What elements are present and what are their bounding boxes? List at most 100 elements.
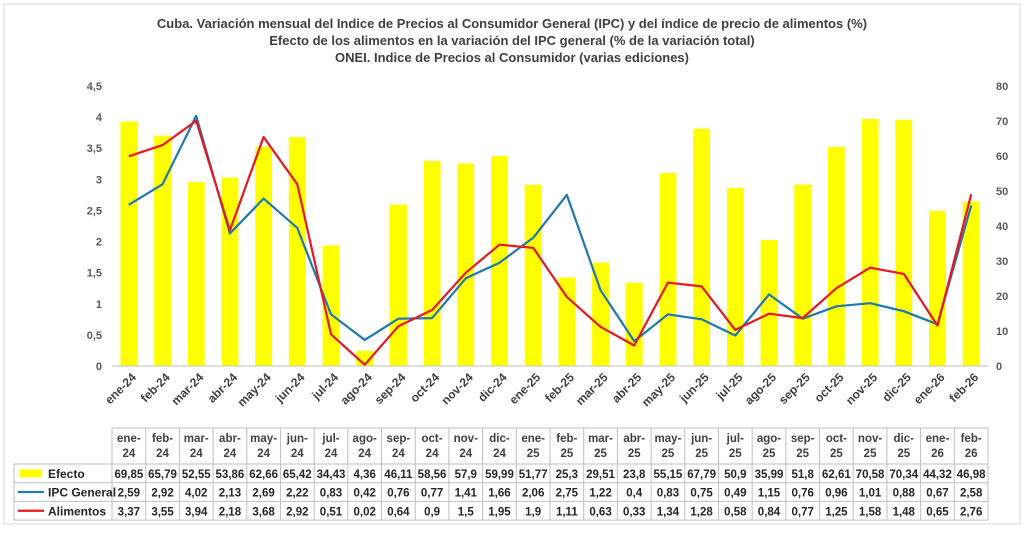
table-cell: 44,32 [923, 469, 952, 481]
bar-efecto [962, 201, 980, 366]
table-header-cell: 25 [594, 448, 607, 460]
line-alimentos [128, 119, 973, 366]
table-header-cell: 24 [493, 448, 506, 460]
table-cell: 0,9 [424, 506, 440, 518]
table-cell: 0,42 [353, 488, 375, 500]
table-header-cell: ago- [353, 433, 377, 445]
table-header-cell: 24 [190, 448, 203, 460]
table-cell: 65,42 [283, 469, 312, 481]
bar-series-efecto [120, 118, 980, 367]
table-cell: 1,01 [859, 488, 882, 500]
table-cell: 0,65 [926, 506, 949, 518]
table-cell: 23,8 [623, 469, 646, 481]
table-cell: 67,79 [687, 469, 716, 481]
table-cell: 58,56 [418, 469, 447, 481]
table-cell: 1,28 [690, 506, 713, 518]
table-header-cell: oct- [422, 433, 443, 445]
table-cell: 70,58 [856, 469, 885, 481]
table-cell: 2,06 [522, 488, 544, 500]
y-left-tick-label: 0,5 [87, 330, 102, 342]
chart-title-line: Efecto de los alimentos en la variación … [269, 33, 754, 48]
table-header-cell: 24 [325, 448, 338, 460]
data-table: ene- 24 feb- 24 mar- 24 abr- 24 may- 24 jun- 24 jul-… [13, 427, 989, 521]
table-header-cell: jun- [286, 433, 308, 445]
table-cell: 0,64 [387, 506, 410, 518]
table-cell: 0,63 [589, 506, 611, 518]
table-header-cell: sep- [387, 433, 411, 445]
legend-key-efecto [20, 469, 42, 478]
bar-efecto [592, 262, 609, 366]
table-header-cell: ene- [926, 433, 950, 445]
bar-efecto [861, 118, 879, 366]
table-cell: 1,15 [758, 488, 781, 500]
bar-efecto [255, 146, 273, 366]
table-header-cell: 25 [560, 448, 573, 460]
table-cell: 69,85 [114, 469, 143, 481]
legend-label: Efecto [48, 467, 85, 481]
table-header-cell: nov- [858, 433, 882, 445]
table-header-cell: mar- [184, 433, 209, 445]
table-cell: 3,94 [185, 506, 208, 518]
line-ipc-general [128, 114, 973, 343]
table-cell: 1,9 [525, 506, 541, 518]
legend-label: Alimentos [48, 504, 106, 518]
table-cell: 0,77 [421, 488, 443, 500]
y-right-tick-label: 10 [996, 326, 1008, 338]
table-cell: 34,43 [317, 469, 346, 481]
y-left-tick-label: 1,5 [87, 268, 102, 280]
table-cell: 70,34 [889, 469, 918, 481]
bar-efecto [693, 128, 711, 366]
table-header-cell: 24 [291, 448, 304, 460]
table-header-cell: 25 [729, 448, 742, 460]
chart-border [3, 3, 1021, 525]
table-cell: 51,77 [519, 469, 548, 481]
table-header-cell: feb- [152, 433, 173, 445]
table-header-cell: 25 [695, 448, 708, 460]
chart-title-line: ONEI. Indice de Precios al Consumidor (v… [335, 50, 689, 65]
bar-efecto [491, 156, 508, 366]
table-cell: 4,02 [185, 488, 207, 500]
table-cell: 2,18 [219, 506, 242, 518]
table-header-cell: 26 [965, 448, 978, 460]
table-cell: 1,95 [488, 506, 511, 518]
table-cell: 1,66 [488, 488, 510, 500]
table-cell: 0,96 [825, 488, 847, 500]
table-header-cell: dic- [489, 433, 510, 445]
line-series [128, 114, 973, 366]
table-cell: 2,69 [252, 488, 274, 500]
table-header-cell: abr- [219, 433, 241, 445]
table-header-cell: ago- [757, 433, 781, 445]
bar-efecto [524, 184, 542, 366]
y-left-tick-label: 0 [96, 361, 102, 373]
table-header-cell: ene- [521, 433, 545, 445]
bar-efecto [221, 177, 239, 366]
table-cell: 29,51 [586, 469, 615, 481]
y-right-tick-label: 70 [996, 116, 1008, 128]
table-cell: 51,8 [791, 469, 814, 481]
table-header-cell: 25 [763, 448, 776, 460]
table-cell: 0,33 [623, 506, 645, 518]
table-cell: 25,3 [556, 469, 578, 481]
bar-efecto [558, 277, 576, 366]
table-header-cell: 24 [257, 448, 270, 460]
y-left-tick-label: 2,5 [87, 205, 102, 217]
table-header-cell: 25 [628, 448, 641, 460]
table-cell: 2,58 [960, 488, 983, 500]
table-cell: 1,41 [455, 488, 478, 500]
table-cell: 1,11 [556, 506, 578, 518]
bar-efecto [187, 182, 205, 366]
table-cell: 57,9 [455, 469, 477, 481]
chart-title: Cuba. Variación mensual del Indice de Pr… [157, 16, 867, 65]
table-header-cell: 24 [358, 448, 371, 460]
table-cell: 3,68 [252, 506, 275, 518]
bar-efecto [625, 282, 643, 366]
bar-efecto [794, 184, 812, 366]
table-header-cell: mar- [588, 433, 613, 445]
table-header-cell: may- [654, 433, 681, 445]
y-right-tick-label: 60 [996, 151, 1008, 163]
bar-efecto [827, 146, 845, 366]
table-cell: 0,83 [320, 488, 342, 500]
table-header-cell: sep- [791, 433, 815, 445]
table-cell: 0,77 [791, 506, 813, 518]
bar-efecto [760, 240, 778, 366]
